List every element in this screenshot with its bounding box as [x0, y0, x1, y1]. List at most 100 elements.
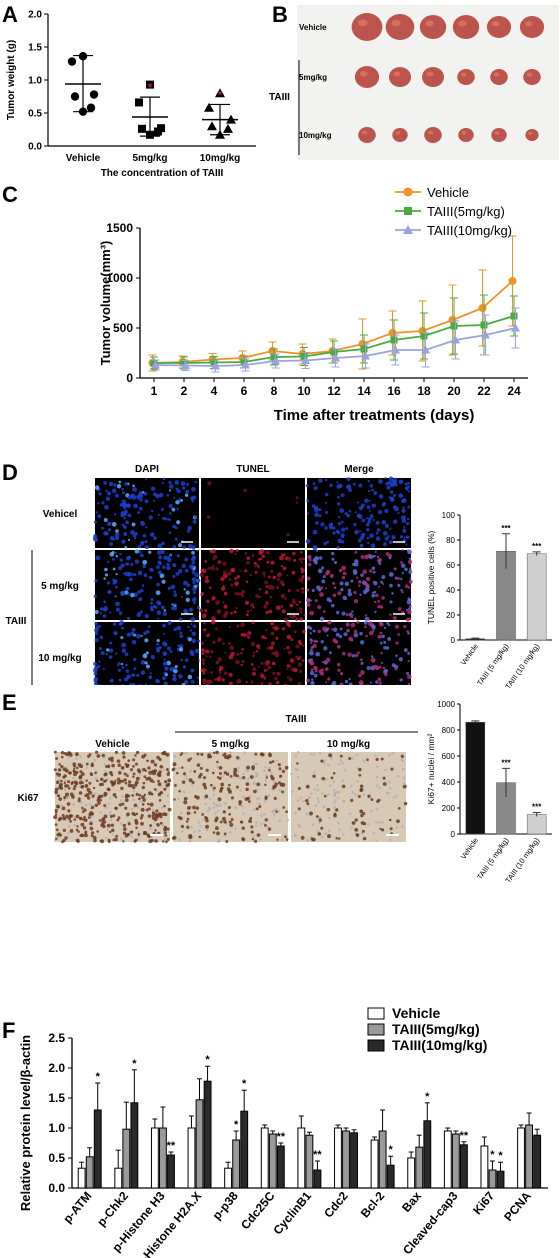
cell	[98, 492, 102, 496]
cell	[382, 582, 385, 586]
cell	[163, 837, 167, 841]
cell	[201, 613, 207, 619]
cell	[56, 833, 60, 837]
significance-mark: ***	[532, 542, 542, 551]
cell	[354, 653, 359, 658]
cell	[276, 577, 280, 582]
cell	[117, 662, 121, 666]
cell	[319, 592, 324, 597]
cell	[395, 641, 399, 645]
cell	[255, 807, 259, 811]
cell	[389, 490, 394, 494]
cell	[401, 610, 405, 614]
cell	[335, 529, 340, 533]
cell	[286, 675, 290, 679]
cell	[111, 522, 117, 527]
cell	[152, 499, 155, 502]
cell	[300, 551, 303, 554]
cell	[211, 596, 216, 601]
cell	[306, 512, 310, 515]
cell	[380, 757, 384, 761]
cell	[375, 757, 379, 762]
legend-swatch	[367, 1007, 385, 1020]
cell	[356, 501, 359, 504]
x-tick-label: p-Chk2	[94, 1189, 131, 1229]
cell	[383, 626, 387, 629]
cell	[228, 812, 231, 816]
tumor	[452, 15, 480, 39]
cell	[189, 564, 195, 570]
cell	[309, 610, 314, 616]
cell	[370, 543, 376, 549]
cell	[143, 832, 146, 836]
cell	[313, 665, 318, 671]
cell	[274, 808, 278, 811]
cell	[122, 831, 127, 835]
cell	[346, 514, 351, 518]
cell	[236, 756, 240, 760]
cell	[300, 835, 305, 840]
cell	[348, 812, 352, 815]
cell	[280, 604, 284, 609]
tumor	[389, 67, 411, 87]
cell	[72, 767, 76, 771]
panel-letter-a: A	[2, 2, 18, 27]
cell	[83, 815, 86, 819]
cell	[151, 509, 154, 513]
x-tick-label: Bcl-2	[358, 1189, 388, 1221]
cell	[364, 498, 369, 503]
tumor	[525, 129, 539, 141]
significance-mark: **	[167, 1140, 176, 1152]
cell	[332, 593, 337, 598]
cell	[200, 668, 204, 672]
cell	[342, 571, 347, 576]
cell	[329, 756, 333, 760]
tumor	[523, 69, 541, 85]
cell	[127, 538, 131, 542]
cell	[63, 779, 67, 782]
cell	[113, 631, 118, 636]
cell	[356, 780, 360, 783]
cell	[153, 821, 157, 824]
cell	[177, 797, 180, 801]
cell	[388, 780, 391, 784]
cell	[103, 820, 107, 824]
cell	[127, 759, 131, 763]
cell	[215, 567, 219, 571]
cell	[259, 672, 263, 676]
data-point	[78, 107, 88, 116]
cell	[204, 609, 208, 613]
cell	[103, 481, 107, 485]
cell	[406, 517, 410, 521]
cell	[179, 753, 183, 756]
cell	[190, 668, 195, 673]
cell	[100, 819, 104, 822]
tumor-highlight	[425, 20, 434, 27]
cell	[92, 786, 96, 790]
column-label: DAPI	[135, 464, 159, 475]
data-point	[226, 114, 236, 124]
cell	[207, 753, 211, 757]
cell	[216, 609, 222, 614]
cell	[60, 779, 63, 783]
cell	[156, 823, 160, 827]
x-tick-label: TAIII (5 mg/kg)	[475, 836, 511, 882]
data-point	[86, 103, 96, 112]
cell	[238, 800, 243, 804]
cell	[244, 552, 248, 555]
cell	[338, 634, 343, 639]
cell	[346, 629, 350, 633]
cell	[362, 759, 366, 763]
cell	[166, 772, 170, 777]
cell	[106, 491, 112, 496]
tumor	[358, 127, 376, 143]
cell	[306, 499, 309, 502]
cell	[67, 780, 71, 784]
cell	[354, 529, 359, 535]
cell	[192, 590, 196, 595]
cell	[145, 478, 148, 481]
cell	[395, 826, 399, 829]
cell	[373, 491, 378, 495]
y-tick-label: 400	[442, 778, 456, 787]
